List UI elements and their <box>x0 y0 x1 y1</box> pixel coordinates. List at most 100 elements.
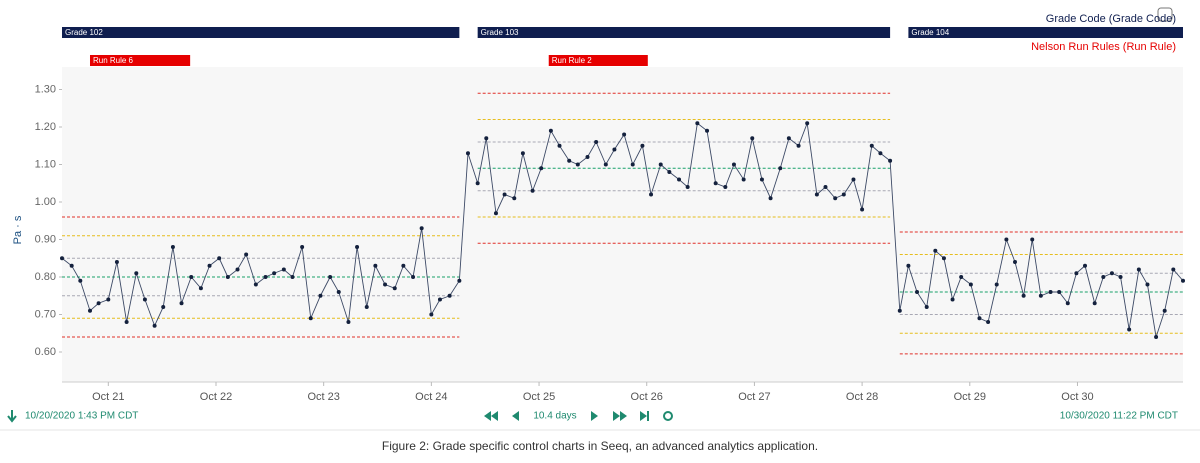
data-point <box>603 162 608 167</box>
data-point <box>392 286 397 291</box>
data-point <box>778 166 783 171</box>
data-point <box>1162 308 1167 313</box>
capsule <box>908 27 1183 38</box>
capsule <box>477 27 891 38</box>
data-point <box>705 128 710 133</box>
data-point <box>731 162 736 167</box>
data-point <box>355 245 360 249</box>
x-tick-label: Oct 21 <box>92 391 124 403</box>
capsule <box>62 27 460 38</box>
range-end: 10/30/2020 11:22 PM CDT <box>1060 411 1178 422</box>
data-point <box>658 162 663 167</box>
data-point <box>272 271 277 276</box>
data-point <box>750 136 755 141</box>
data-point <box>585 155 590 159</box>
y-tick-label: 0.80 <box>35 271 56 283</box>
capsule <box>548 55 648 66</box>
data-point <box>447 293 452 298</box>
data-point <box>281 267 286 272</box>
data-point <box>530 188 535 193</box>
data-point <box>1048 290 1053 294</box>
data-point <box>933 248 938 253</box>
capsule-label: Grade 104 <box>911 28 949 37</box>
data-point <box>124 320 129 324</box>
y-tick-label: 0.70 <box>35 308 56 320</box>
x-tick-label: Oct 22 <box>200 391 232 403</box>
data-point <box>1109 271 1114 276</box>
data-point <box>1118 275 1123 279</box>
export-icon[interactable] <box>7 410 17 423</box>
data-point <box>106 297 111 302</box>
data-point <box>548 128 553 133</box>
data-point <box>906 263 911 268</box>
data-point <box>429 312 434 317</box>
data-point <box>897 308 902 313</box>
data-point <box>225 275 230 279</box>
data-point <box>198 286 203 291</box>
data-point <box>888 158 893 163</box>
data-point <box>411 275 416 279</box>
data-point <box>1021 293 1026 298</box>
data-point <box>170 245 175 249</box>
data-point <box>475 181 480 186</box>
data-point <box>557 143 562 148</box>
data-point <box>142 297 147 302</box>
y-tick-label: 1.10 <box>35 158 56 170</box>
data-point <box>401 263 406 268</box>
y-tick-label: 1.00 <box>35 196 56 208</box>
data-point <box>383 282 388 287</box>
data-point <box>1181 278 1185 283</box>
data-point <box>1030 237 1035 242</box>
capsule-label: Grade 102 <box>65 28 103 37</box>
data-line <box>61 122 1184 338</box>
data-point <box>152 323 157 328</box>
data-point <box>759 177 764 182</box>
data-point <box>713 181 718 186</box>
data-point <box>235 267 240 272</box>
data-point <box>959 275 964 279</box>
toolbar-icon[interactable] <box>1157 7 1173 22</box>
range-duration: 10.4 days <box>533 411 576 422</box>
data-point <box>290 275 295 279</box>
data-point <box>622 132 627 137</box>
nav-controls[interactable] <box>484 411 673 421</box>
y-tick-label: 0.90 <box>35 233 56 245</box>
x-tick-label: Oct 23 <box>307 391 339 403</box>
caption: Figure 2: Grade specific control charts … <box>382 439 818 453</box>
data-point <box>1145 282 1150 287</box>
data-point <box>823 185 828 189</box>
data-point <box>1038 293 1043 298</box>
data-point <box>941 256 946 261</box>
data-point <box>1092 301 1097 306</box>
data-point <box>78 278 83 283</box>
x-tick-label: Oct 27 <box>738 391 770 403</box>
data-point <box>364 305 369 309</box>
data-point <box>336 290 341 294</box>
data-point <box>87 308 92 313</box>
data-point <box>179 301 184 306</box>
data-point <box>986 320 991 324</box>
x-tick-label: Oct 24 <box>415 391 447 403</box>
data-point <box>567 158 572 163</box>
data-point <box>841 192 846 197</box>
condition-name: Grade Code (Grade Code) <box>1046 13 1176 25</box>
plot-area <box>62 67 1183 382</box>
capsule-label: Run Rule 2 <box>552 56 593 65</box>
data-point <box>134 271 139 276</box>
y-tick-label: 0.60 <box>35 346 56 358</box>
data-point <box>520 151 525 156</box>
condition-name: Nelson Run Rules (Run Rule) <box>1031 41 1176 53</box>
data-point <box>1065 301 1070 306</box>
data-point <box>723 185 728 189</box>
data-point <box>1127 327 1132 332</box>
data-point <box>869 143 874 148</box>
data-point <box>1004 237 1009 242</box>
x-tick-label: Oct 26 <box>631 391 663 403</box>
data-point <box>373 263 378 268</box>
x-tick-label: Oct 29 <box>954 391 986 403</box>
data-point <box>640 143 645 148</box>
x-tick-label: Oct 30 <box>1061 391 1093 403</box>
data-point <box>253 282 258 287</box>
